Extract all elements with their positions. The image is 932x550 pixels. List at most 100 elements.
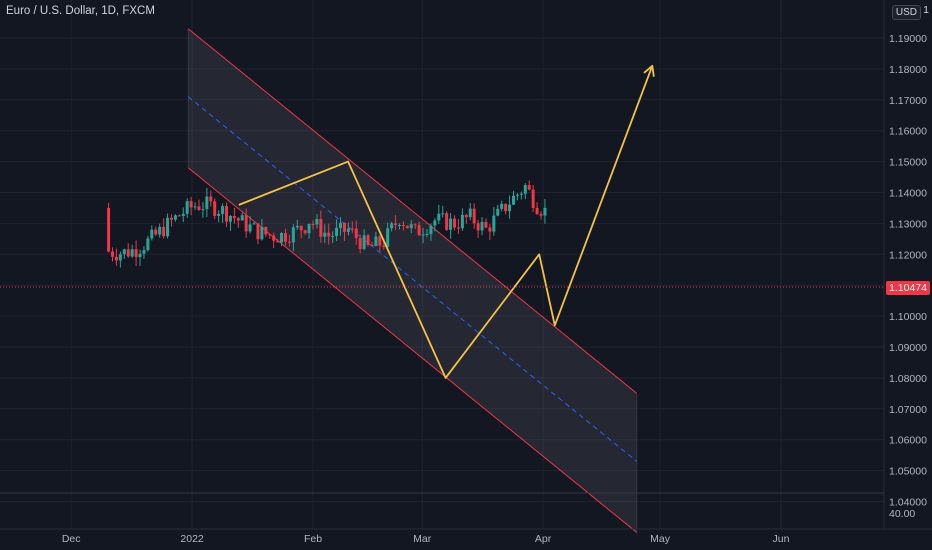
price-tick-label: 1.12000 xyxy=(889,249,927,261)
candle-body xyxy=(244,215,248,232)
candle-body xyxy=(421,234,425,236)
price-tick-label: 1.13000 xyxy=(889,218,927,230)
candle-body xyxy=(193,206,197,208)
candle-body xyxy=(362,235,366,250)
candle-body xyxy=(130,249,134,257)
candle-body xyxy=(472,208,476,224)
candle-body xyxy=(240,215,244,221)
price-tick-label: 1.19000 xyxy=(889,33,927,45)
candle-body xyxy=(307,223,311,234)
candle-body xyxy=(519,193,523,195)
candle-body xyxy=(122,249,126,255)
regression-channel[interactable] xyxy=(187,28,638,533)
candle-body xyxy=(504,203,508,212)
candle-body xyxy=(217,213,221,216)
candle-body xyxy=(397,224,401,226)
candle-body xyxy=(515,194,519,196)
currency-button[interactable]: USD xyxy=(891,5,921,20)
candle-body xyxy=(374,236,378,247)
candle-body xyxy=(299,225,303,231)
candle-body xyxy=(248,224,252,232)
zigzag-path[interactable] xyxy=(238,65,654,379)
candle-body xyxy=(441,213,445,215)
candle-body xyxy=(323,232,327,237)
candle-body xyxy=(508,204,512,212)
arrow-head-icon xyxy=(643,64,655,77)
time-tick-label: May xyxy=(650,533,671,545)
candle-body xyxy=(181,213,185,217)
candle-body xyxy=(449,218,453,230)
candle-body xyxy=(276,240,280,243)
time-tick-label: Mar xyxy=(413,533,432,545)
candle-body xyxy=(283,233,287,242)
candle-body xyxy=(150,229,154,239)
candle-body xyxy=(111,251,115,257)
candle-body xyxy=(464,214,468,218)
candle-body xyxy=(496,208,500,216)
candle-body xyxy=(484,221,488,228)
grid-lines xyxy=(0,0,884,529)
candle-body xyxy=(433,220,437,226)
candle-body xyxy=(342,222,346,232)
candle-body xyxy=(394,223,398,225)
candle-body xyxy=(185,201,189,214)
price-tick-label: 1.10000 xyxy=(889,311,927,323)
candle-body xyxy=(405,225,409,229)
candle-body xyxy=(228,215,232,222)
candle-body xyxy=(511,195,515,205)
candle-body xyxy=(437,213,441,221)
candle-body xyxy=(378,236,382,246)
channel-upper-line[interactable] xyxy=(187,28,638,394)
candle-body xyxy=(303,230,307,234)
candles xyxy=(107,180,547,268)
candle-body xyxy=(354,228,358,239)
candle-body xyxy=(177,215,181,217)
candle-body xyxy=(350,228,354,230)
candle-body xyxy=(523,185,527,194)
candle-body xyxy=(460,214,464,229)
candle-body xyxy=(531,189,535,208)
candle-body xyxy=(169,217,173,220)
price-tick-label: 1.08000 xyxy=(889,373,927,385)
price-tick-label: 1.05000 xyxy=(889,466,927,478)
price-axis[interactable]: 1.19000 1.18000 1.17000 1.16000 1.15000 1.140… xyxy=(889,33,927,509)
candle-body xyxy=(142,250,146,254)
candle-body xyxy=(480,221,484,231)
candle-body xyxy=(268,234,272,236)
candle-body xyxy=(201,209,205,211)
candle-body xyxy=(413,224,417,226)
candle-body xyxy=(221,206,225,214)
candle-body xyxy=(225,206,229,222)
candle-body xyxy=(126,249,130,257)
candle-body xyxy=(154,229,158,235)
candle-body xyxy=(417,225,421,236)
time-tick-label: 2022 xyxy=(180,533,204,545)
indicator-axis-label: 40.00 xyxy=(889,508,915,520)
symbol-title[interactable]: Euro / U.S. Dollar, 1D, FXCM xyxy=(6,5,155,17)
candle-body xyxy=(456,227,460,229)
candle-body xyxy=(500,203,504,209)
channel-middle-line[interactable] xyxy=(187,96,638,462)
pattern-drawing[interactable] xyxy=(238,64,655,379)
channel-fill xyxy=(188,28,637,533)
candle-body xyxy=(287,241,291,243)
candle-body xyxy=(311,223,315,225)
candle-body xyxy=(358,238,362,250)
candle-body xyxy=(138,253,142,258)
candle-body xyxy=(543,207,547,216)
candle-body xyxy=(327,232,331,237)
candle-body xyxy=(425,233,429,235)
candle-body xyxy=(134,249,138,258)
candle-body xyxy=(535,207,539,215)
candle-body xyxy=(213,201,217,216)
candle-body xyxy=(295,225,299,228)
price-tick-label: 1.07000 xyxy=(889,404,927,416)
candle-body xyxy=(346,228,350,232)
price-tick-label: 1.14000 xyxy=(889,188,927,200)
candle-body xyxy=(209,196,213,202)
candle-body xyxy=(205,196,209,210)
time-axis[interactable]: Dec 2022 Feb Mar Apr May Jun xyxy=(62,533,790,545)
time-tick-label: Jun xyxy=(773,533,790,545)
